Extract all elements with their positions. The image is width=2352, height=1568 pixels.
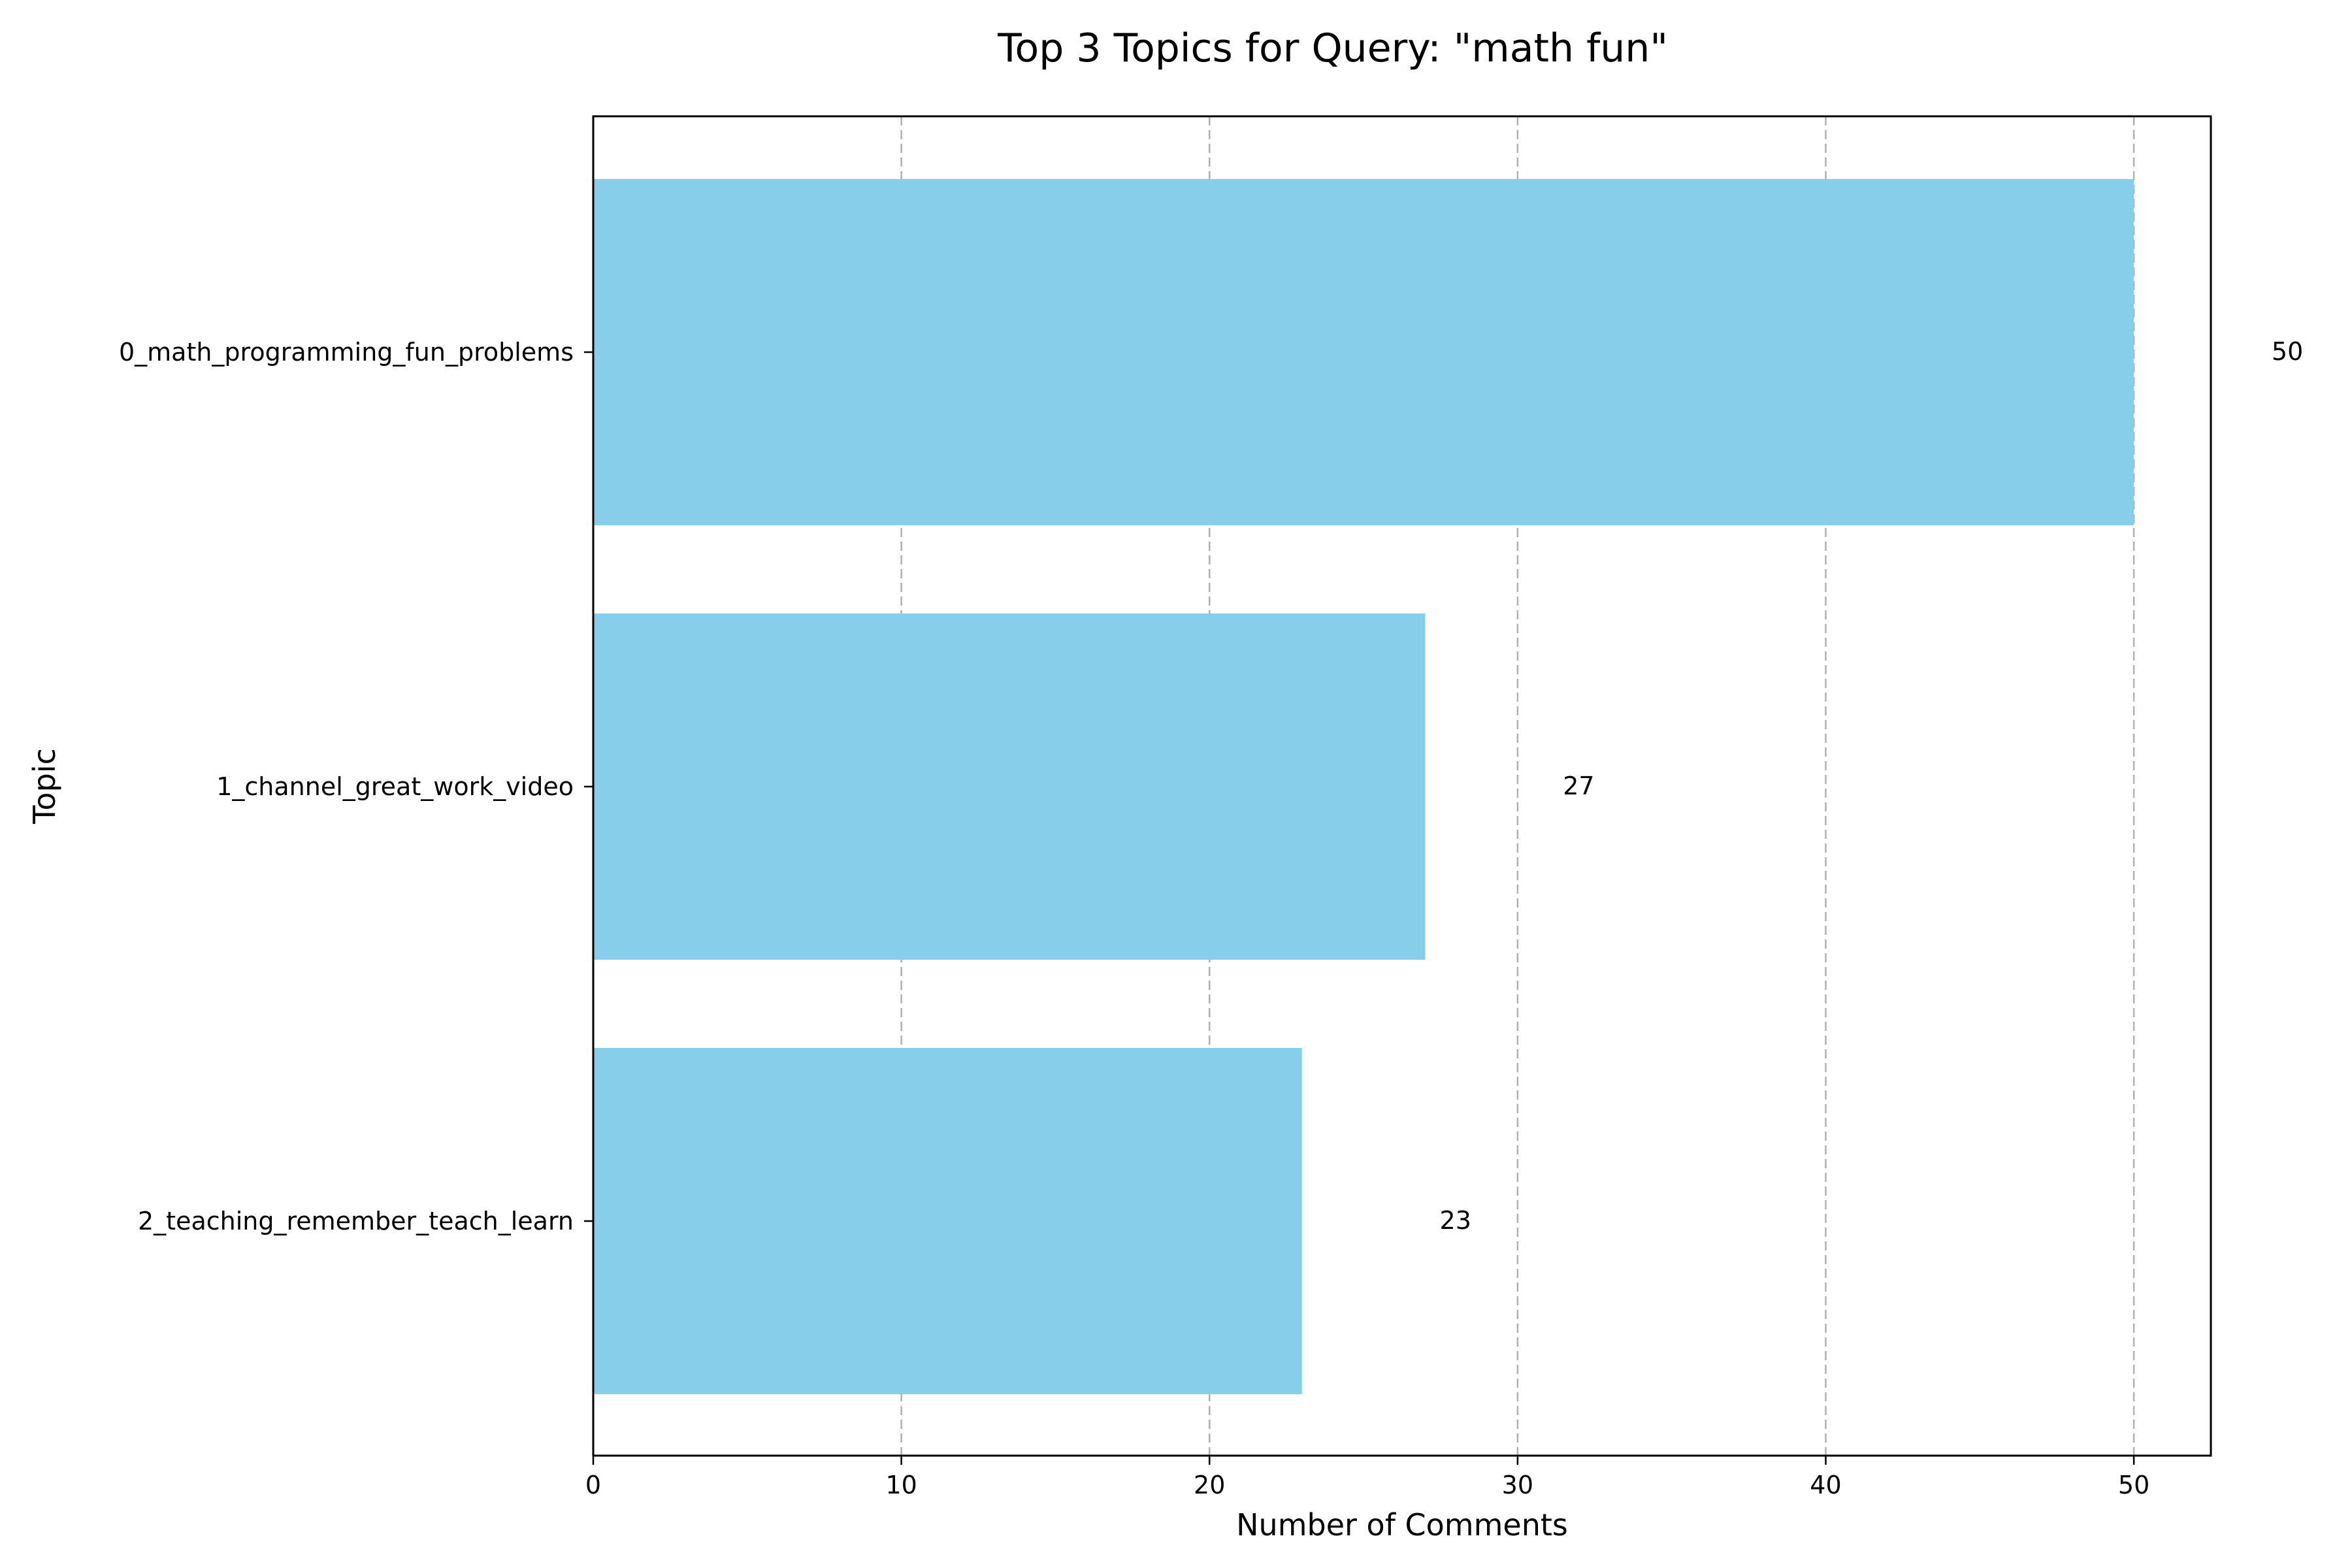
bar bbox=[593, 1048, 1302, 1394]
bars bbox=[593, 179, 2134, 1394]
bar-value-label: 23 bbox=[1440, 1206, 1471, 1235]
bar bbox=[593, 613, 1426, 960]
bar-value-label: 50 bbox=[2272, 337, 2303, 366]
y-tick-label: 2_teaching_remember_teach_learn bbox=[138, 1207, 574, 1235]
chart-title: Top 3 Topics for Query: "math fun" bbox=[997, 25, 1668, 71]
x-tick-label: 10 bbox=[885, 1471, 917, 1499]
y-tick-label: 0_math_programming_fun_problems bbox=[119, 338, 574, 367]
bar bbox=[593, 179, 2134, 525]
x-tick-label: 40 bbox=[1810, 1471, 1841, 1499]
x-tick-label: 50 bbox=[2118, 1471, 2149, 1499]
bar-value-labels: 50 27 23 bbox=[1440, 337, 2304, 1235]
x-tick-label: 30 bbox=[1502, 1471, 1533, 1499]
x-axis-label: Number of Comments bbox=[1236, 1507, 1568, 1543]
y-axis-ticks: 0_math_programming_fun_problems 1_channel… bbox=[119, 338, 593, 1235]
x-tick-label: 20 bbox=[1194, 1471, 1225, 1499]
y-axis-label: Topic bbox=[27, 748, 62, 825]
x-axis-ticks: 0 10 20 30 40 50 bbox=[585, 1456, 2149, 1499]
bar-value-label: 27 bbox=[1563, 772, 1594, 800]
y-tick-label: 1_channel_great_work_video bbox=[216, 772, 574, 801]
x-tick-label: 0 bbox=[585, 1471, 601, 1499]
